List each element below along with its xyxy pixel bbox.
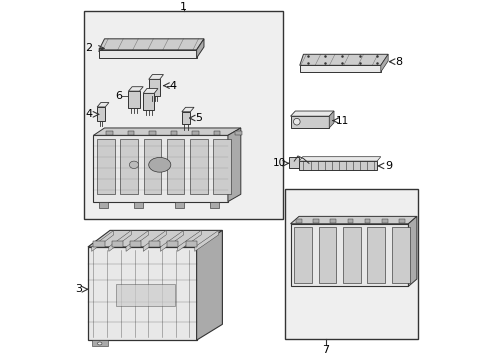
Polygon shape (213, 139, 230, 194)
Polygon shape (148, 79, 160, 96)
Polygon shape (190, 139, 207, 194)
Polygon shape (182, 112, 190, 124)
Polygon shape (91, 230, 114, 251)
Polygon shape (112, 242, 122, 247)
Polygon shape (318, 228, 336, 283)
Bar (285, 189, 417, 339)
Polygon shape (313, 219, 318, 223)
Polygon shape (347, 219, 352, 223)
Text: 8: 8 (395, 57, 402, 67)
Polygon shape (106, 131, 113, 135)
Polygon shape (97, 139, 115, 194)
Polygon shape (343, 228, 360, 283)
Text: 4: 4 (169, 81, 176, 91)
Ellipse shape (129, 161, 138, 168)
Polygon shape (294, 228, 311, 283)
Ellipse shape (293, 118, 300, 125)
Polygon shape (328, 111, 333, 128)
Text: 4: 4 (86, 109, 93, 119)
Text: 6: 6 (115, 91, 122, 101)
Polygon shape (160, 230, 183, 251)
Polygon shape (298, 157, 380, 161)
Polygon shape (295, 219, 301, 223)
Bar (84, 11, 283, 219)
Polygon shape (149, 131, 156, 135)
Polygon shape (330, 219, 335, 223)
Polygon shape (209, 202, 218, 207)
Polygon shape (289, 157, 298, 168)
Polygon shape (120, 139, 138, 194)
Polygon shape (166, 139, 184, 194)
Polygon shape (134, 202, 143, 207)
Polygon shape (143, 230, 166, 251)
Polygon shape (194, 230, 218, 251)
Text: 11: 11 (335, 116, 348, 126)
Polygon shape (196, 39, 203, 58)
Polygon shape (143, 93, 154, 109)
Polygon shape (109, 230, 131, 251)
Ellipse shape (97, 342, 102, 345)
Polygon shape (213, 131, 220, 135)
Polygon shape (290, 111, 333, 116)
Polygon shape (128, 91, 139, 108)
Polygon shape (91, 340, 108, 346)
Polygon shape (290, 116, 328, 128)
Polygon shape (127, 131, 134, 135)
Polygon shape (99, 39, 203, 50)
Text: 1: 1 (180, 2, 187, 12)
Polygon shape (93, 135, 227, 202)
Polygon shape (93, 128, 240, 135)
Polygon shape (177, 230, 201, 251)
Ellipse shape (148, 157, 170, 172)
Polygon shape (290, 224, 407, 286)
Polygon shape (407, 216, 416, 286)
Polygon shape (115, 284, 174, 306)
Polygon shape (174, 202, 183, 207)
Polygon shape (143, 139, 161, 194)
Polygon shape (290, 216, 416, 224)
Polygon shape (227, 128, 240, 202)
Polygon shape (192, 131, 199, 135)
Polygon shape (235, 131, 242, 135)
Polygon shape (148, 75, 163, 79)
Text: 7: 7 (321, 345, 328, 355)
Polygon shape (170, 131, 177, 135)
Polygon shape (391, 228, 408, 283)
Text: 2: 2 (84, 44, 92, 53)
Polygon shape (88, 247, 196, 340)
Text: 9: 9 (385, 161, 392, 171)
Polygon shape (99, 50, 196, 58)
Polygon shape (381, 219, 387, 223)
Polygon shape (185, 242, 196, 247)
Text: 10: 10 (273, 158, 286, 168)
Polygon shape (380, 54, 387, 72)
Polygon shape (143, 89, 158, 93)
Polygon shape (128, 87, 143, 91)
Polygon shape (148, 242, 160, 247)
Polygon shape (126, 230, 148, 251)
Polygon shape (167, 242, 178, 247)
Polygon shape (398, 219, 404, 223)
Polygon shape (93, 242, 104, 247)
Polygon shape (299, 54, 387, 66)
Polygon shape (88, 230, 222, 247)
Polygon shape (364, 219, 369, 223)
Polygon shape (97, 107, 105, 121)
Polygon shape (99, 202, 108, 207)
Text: 3: 3 (75, 284, 82, 294)
Polygon shape (130, 242, 141, 247)
Polygon shape (366, 228, 385, 283)
Polygon shape (196, 230, 222, 340)
Polygon shape (182, 107, 194, 112)
Polygon shape (97, 103, 109, 107)
Polygon shape (299, 66, 380, 72)
Polygon shape (298, 161, 376, 170)
Text: 5: 5 (195, 113, 202, 123)
